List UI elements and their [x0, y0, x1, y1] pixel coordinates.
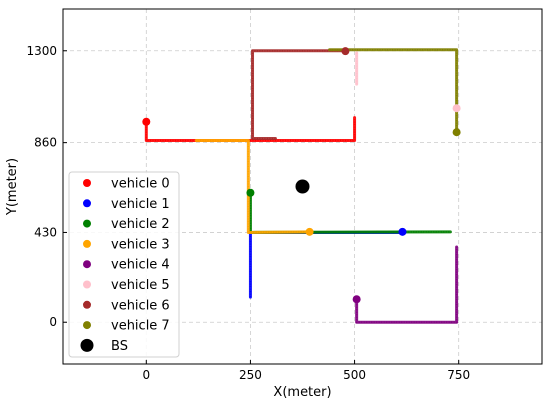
y-tick-label: 1300: [26, 44, 57, 58]
legend-label-vehicle-3: vehicle 3: [111, 237, 170, 252]
legend-marker-bs: [80, 338, 94, 352]
legend-label-bs: BS: [111, 339, 128, 354]
y-tick-label: 430: [34, 225, 57, 239]
marker-vehicle-1: [398, 227, 407, 236]
axis-ticks: 0 250 500 750 0 430 860 1300: [26, 44, 470, 382]
x-tick-label: 500: [343, 368, 366, 382]
marker-vehicle-6: [341, 47, 350, 56]
legend: vehicle 0 vehicle 1 vehicle 2 vehicle 3 vehi…: [68, 171, 180, 358]
x-tick-label: 0: [142, 368, 150, 382]
legend-marker-vehicle-7: [83, 321, 91, 330]
marker-vehicle-2: [246, 188, 255, 197]
x-tick-label: 250: [239, 368, 262, 382]
legend-marker-vehicle-3: [83, 239, 91, 248]
marker-bs: [295, 179, 310, 194]
marker-vehicle-0: [142, 117, 151, 126]
legend-label-vehicle-6: vehicle 6: [111, 298, 170, 313]
legend-label-vehicle-5: vehicle 5: [111, 278, 170, 293]
legend-label-vehicle-2: vehicle 2: [111, 217, 170, 232]
legend-marker-vehicle-4: [83, 260, 91, 269]
marker-vehicle-3: [305, 227, 314, 236]
legend-marker-vehicle-6: [83, 300, 91, 309]
x-axis-label: X(meter): [273, 385, 331, 400]
y-tick-label: 0: [49, 315, 57, 329]
trajectory-dots-vehicle-2: [249, 192, 451, 234]
trajectory-dots-vehicle-3: [196, 139, 309, 234]
legend-label-vehicle-7: vehicle 7: [111, 319, 170, 334]
x-tick-label: 750: [447, 368, 470, 382]
legend-label-vehicle-0: vehicle 0: [111, 177, 170, 192]
marker-vehicle-4: [352, 295, 361, 304]
legend-marker-vehicle-2: [83, 219, 91, 228]
trajectory-vehicle-6: [251, 49, 348, 140]
trajectory-dots-vehicle-4: [355, 247, 458, 323]
series-markers: [142, 47, 461, 304]
y-axis-label: Y(meter): [5, 158, 20, 216]
legend-marker-vehicle-5: [83, 280, 91, 289]
legend-box: [68, 171, 180, 358]
legend-marker-vehicle-0: [83, 179, 91, 187]
plot-frame: [62, 8, 543, 365]
y-tick-label: 860: [34, 136, 57, 150]
marker-vehicle-5: [452, 104, 461, 113]
legend-marker-vehicle-1: [83, 199, 91, 208]
legend-label-vehicle-1: vehicle 1: [111, 197, 170, 212]
trajectory-dots-vehicle-0: [145, 117, 356, 142]
marker-vehicle-7: [452, 128, 461, 137]
legend-label-vehicle-4: vehicle 4: [111, 258, 170, 273]
